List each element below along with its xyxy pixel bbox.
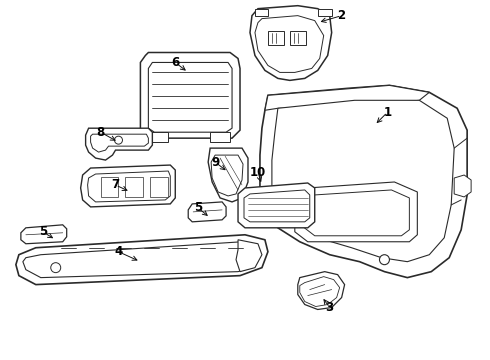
Text: 7: 7 bbox=[111, 179, 120, 192]
Polygon shape bbox=[298, 272, 344, 310]
Polygon shape bbox=[265, 85, 429, 110]
Polygon shape bbox=[272, 100, 454, 262]
Bar bbox=[290, 31, 306, 45]
Polygon shape bbox=[208, 148, 248, 202]
Text: 3: 3 bbox=[326, 301, 334, 314]
Polygon shape bbox=[238, 183, 315, 228]
Polygon shape bbox=[23, 242, 258, 278]
Bar bbox=[150, 177, 168, 197]
Text: 9: 9 bbox=[211, 156, 219, 168]
Polygon shape bbox=[244, 190, 310, 222]
Polygon shape bbox=[454, 175, 471, 197]
Polygon shape bbox=[91, 134, 148, 152]
Polygon shape bbox=[318, 9, 332, 15]
Polygon shape bbox=[236, 240, 262, 272]
Polygon shape bbox=[148, 62, 232, 132]
Text: 5: 5 bbox=[194, 201, 202, 215]
Polygon shape bbox=[260, 85, 467, 278]
Polygon shape bbox=[16, 235, 268, 285]
Text: 5: 5 bbox=[39, 225, 47, 238]
Polygon shape bbox=[88, 171, 171, 202]
Text: 4: 4 bbox=[114, 245, 122, 258]
Polygon shape bbox=[255, 9, 268, 15]
Polygon shape bbox=[302, 190, 409, 236]
Bar bbox=[100, 177, 119, 197]
Bar bbox=[125, 177, 144, 197]
Polygon shape bbox=[210, 132, 230, 142]
Polygon shape bbox=[86, 128, 152, 160]
Polygon shape bbox=[21, 225, 67, 244]
Polygon shape bbox=[188, 202, 226, 222]
Circle shape bbox=[115, 136, 122, 144]
Circle shape bbox=[379, 255, 390, 265]
Text: 8: 8 bbox=[97, 126, 105, 139]
Polygon shape bbox=[295, 182, 417, 242]
Polygon shape bbox=[211, 155, 243, 196]
Text: 10: 10 bbox=[250, 166, 266, 179]
Polygon shape bbox=[255, 15, 324, 72]
Text: 6: 6 bbox=[171, 56, 179, 69]
Polygon shape bbox=[148, 132, 168, 142]
Polygon shape bbox=[141, 53, 240, 138]
Text: 2: 2 bbox=[338, 9, 345, 22]
Text: 1: 1 bbox=[383, 106, 392, 119]
Polygon shape bbox=[250, 6, 332, 80]
Polygon shape bbox=[300, 276, 340, 306]
Circle shape bbox=[51, 263, 61, 273]
Polygon shape bbox=[81, 165, 175, 207]
Bar bbox=[268, 31, 284, 45]
